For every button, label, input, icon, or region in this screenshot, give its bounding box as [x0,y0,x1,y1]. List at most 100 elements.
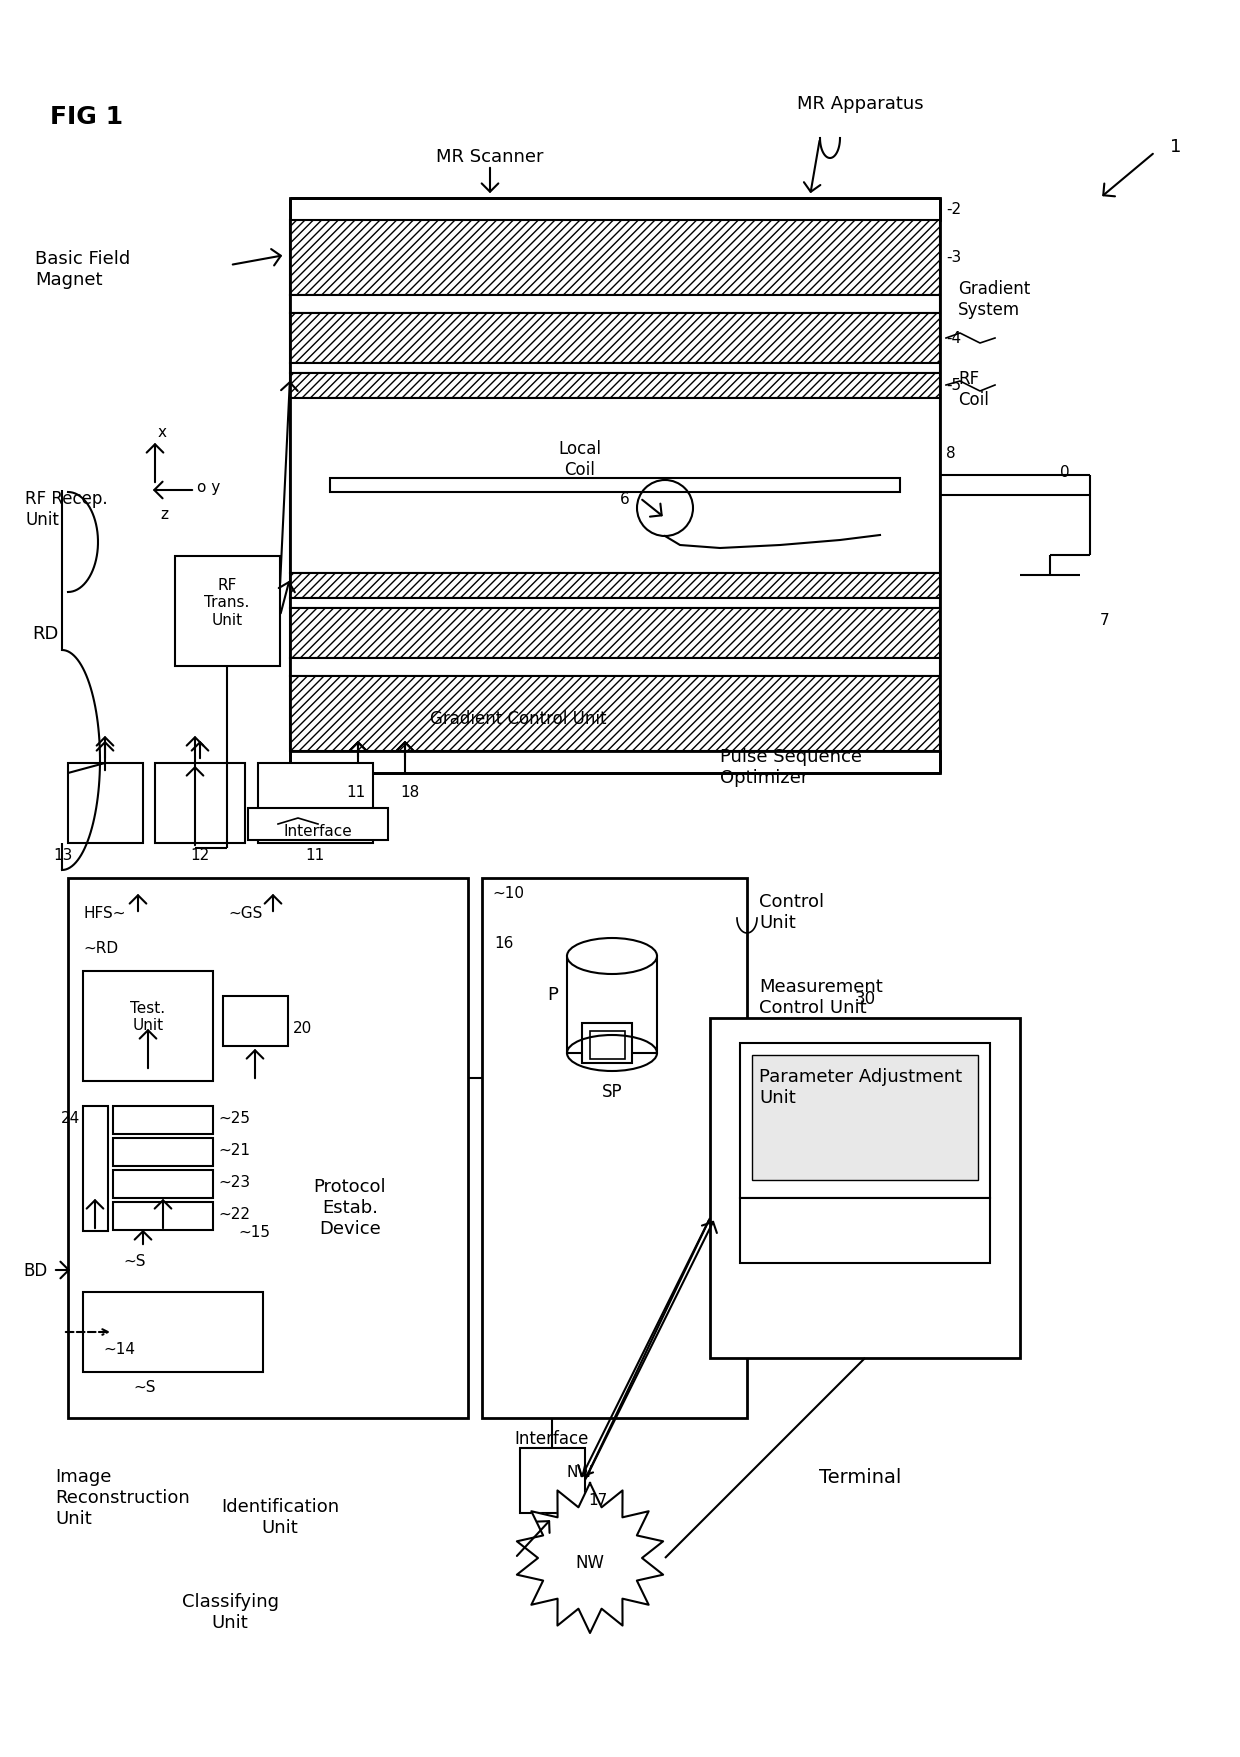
Text: x: x [157,425,167,439]
Text: NW: NW [575,1553,605,1573]
Bar [290,750,940,773]
Text: ~S: ~S [123,1254,145,1269]
Text: Basic Field
Magnet: Basic Field Magnet [35,249,130,288]
Bar [258,763,373,843]
Bar [113,1105,213,1133]
Text: SP: SP [601,1082,622,1102]
Text: 17: 17 [588,1493,608,1508]
Bar [567,956,657,1052]
Text: 30: 30 [854,989,875,1009]
Bar [590,1031,625,1059]
Bar [113,1170,213,1198]
Text: MR Apparatus: MR Apparatus [796,95,924,112]
Text: 13: 13 [53,849,72,863]
Text: ~10: ~10 [492,886,525,901]
Text: Terminal: Terminal [818,1469,901,1486]
Text: 12: 12 [191,849,210,863]
Bar [290,199,940,220]
Text: RF
Trans.
Unit: RF Trans. Unit [205,578,249,627]
Text: 6: 6 [620,492,630,508]
Text: z: z [160,508,167,522]
Bar [290,372,940,399]
Bar [290,597,940,608]
Text: 11: 11 [305,849,325,863]
Text: 16: 16 [494,936,513,951]
Text: Measurement
Control Unit: Measurement Control Unit [759,979,883,1017]
Ellipse shape [567,938,657,973]
Text: ~15: ~15 [238,1225,270,1240]
Bar [290,313,940,364]
Text: 24: 24 [61,1110,81,1126]
Bar [330,478,900,492]
Text: FIG 1: FIG 1 [50,105,123,128]
Text: Interface: Interface [515,1430,589,1448]
Bar [290,659,940,676]
Bar [290,676,940,750]
Bar [68,878,467,1418]
Text: ~21: ~21 [218,1144,250,1158]
Text: BD: BD [24,1262,47,1281]
Text: RD: RD [32,625,58,643]
Text: Identification
Unit: Identification Unit [221,1499,339,1537]
Bar [520,1448,585,1513]
Text: 8: 8 [946,446,956,460]
Text: -4: -4 [946,330,961,346]
Bar [290,399,940,573]
Text: ~23: ~23 [218,1175,250,1189]
Bar [290,295,940,313]
Bar [711,1017,1021,1358]
Bar [83,972,213,1081]
Text: o y: o y [197,480,221,494]
Bar [83,1291,263,1372]
Bar [751,1054,978,1181]
Text: Classifying
Unit: Classifying Unit [181,1594,279,1632]
Bar [68,763,143,843]
Bar [83,1105,108,1232]
Text: Parameter Adjustment
Unit: Parameter Adjustment Unit [759,1068,962,1107]
Bar [248,808,388,840]
Bar [155,763,246,843]
Text: -5: -5 [946,378,961,392]
Bar [175,555,280,666]
Text: 0: 0 [1060,466,1070,480]
Bar [223,996,288,1045]
Text: ~22: ~22 [218,1207,250,1223]
Text: 7: 7 [1100,613,1110,627]
Text: Gradient
System: Gradient System [959,279,1030,318]
Text: ~S: ~S [133,1379,155,1395]
Text: ~GS: ~GS [228,907,263,921]
Bar [290,573,940,597]
Bar [740,1044,990,1198]
Text: 18: 18 [401,785,419,799]
Text: NW: NW [567,1465,593,1479]
Text: 11: 11 [346,785,366,799]
Bar [290,220,940,295]
Text: ~RD: ~RD [83,942,118,956]
Text: Gradient Control Unit: Gradient Control Unit [430,710,606,727]
Text: -3: -3 [946,249,961,265]
Text: -2: -2 [946,202,961,216]
Text: Control
Unit: Control Unit [759,893,825,931]
Text: Protocol
Estab.
Device: Protocol Estab. Device [314,1177,387,1237]
Text: Image
Reconstruction
Unit: Image Reconstruction Unit [55,1469,190,1527]
Text: Interface: Interface [284,824,352,840]
Bar [582,1023,632,1063]
Text: Test.
Unit: Test. Unit [130,1001,166,1033]
Polygon shape [517,1483,663,1632]
Bar [290,608,940,659]
Bar [113,1139,213,1167]
Text: Local
Coil: Local Coil [558,439,601,480]
Text: Pulse Sequence
Optimizer: Pulse Sequence Optimizer [720,748,862,787]
Bar [740,1198,990,1263]
Text: MR Scanner: MR Scanner [436,148,544,165]
Text: HFS~: HFS~ [83,907,125,921]
Text: ~14: ~14 [103,1342,135,1356]
Text: 1: 1 [1171,139,1182,156]
Bar [290,364,940,372]
Bar [482,878,746,1418]
Text: P: P [547,986,558,1003]
Text: 20: 20 [293,1021,312,1037]
Text: ~25: ~25 [218,1110,250,1126]
Text: RF Recep.
Unit: RF Recep. Unit [25,490,108,529]
Text: RF
Coil: RF Coil [959,371,988,409]
